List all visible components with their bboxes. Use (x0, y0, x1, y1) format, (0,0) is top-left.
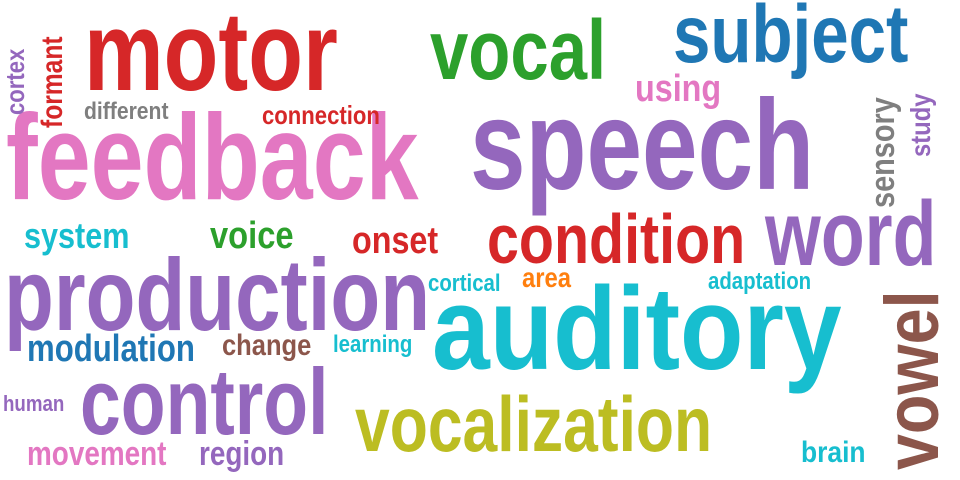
word-word: word (765, 183, 937, 285)
word-using: using (635, 68, 722, 110)
word-human: human (3, 391, 65, 416)
word-sensory: sensory (864, 97, 902, 208)
word-different: different (84, 98, 169, 125)
word-condition: condition (487, 200, 746, 278)
word-vowel: vowel (870, 290, 955, 470)
word-control: control (80, 349, 329, 454)
word-feedback: feedback (6, 89, 419, 225)
word-movement: movement (27, 435, 167, 473)
word-region: region (199, 435, 285, 473)
word-modulation: modulation (27, 328, 195, 370)
word-adaptation: adaptation (708, 268, 812, 295)
word-production: production (4, 238, 431, 352)
word-speech: speech (470, 74, 815, 217)
word-learning: learning (333, 331, 413, 358)
word-study: study (905, 93, 936, 157)
word-brain: brain (801, 436, 866, 469)
word-vocal: vocal (430, 3, 607, 97)
word-cortical: cortical (428, 270, 501, 297)
word-formant: formant (36, 36, 69, 128)
word-connection: connection (262, 100, 380, 130)
word-cortex: cortex (0, 48, 30, 115)
word-onset: onset (352, 220, 439, 262)
word-system: system (24, 215, 130, 256)
word-auditory: auditory (432, 263, 842, 395)
word-voice: voice (210, 215, 294, 257)
word-area: area (522, 262, 571, 293)
word-vocalization: vocalization (355, 380, 713, 468)
word-change: change (222, 329, 312, 362)
word-motor: motor (84, 0, 338, 114)
word-subject: subject (673, 0, 909, 80)
